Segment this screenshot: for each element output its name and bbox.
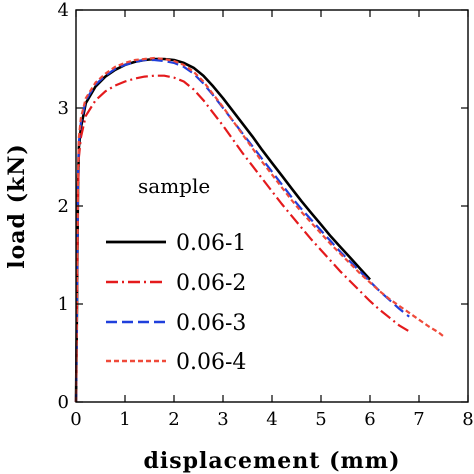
series-line-2 (74, 74, 410, 403)
y-tick-label: 0 (58, 392, 69, 413)
legend-label-4: 0.06-4 (176, 350, 246, 375)
legend-title: sample (138, 174, 210, 198)
series-line-4 (74, 56, 445, 403)
x-tick-label: 3 (217, 409, 228, 430)
ticks-layer: 0 1 2 3 4 5 6 7 8 0 1 2 3 4 (58, 0, 474, 430)
y-tick-label: 2 (58, 196, 69, 217)
x-tick-label: 0 (70, 409, 81, 430)
legend-label-1: 0.06-1 (176, 231, 246, 256)
series-layer (74, 56, 445, 403)
y-tick-label: 1 (58, 294, 69, 315)
x-tick-label: 7 (413, 409, 424, 430)
y-tick-label: 3 (58, 98, 69, 119)
x-tick-label: 2 (168, 409, 179, 430)
x-axis-title: displacement (mm) (144, 448, 401, 474)
x-tick-label: 1 (119, 409, 130, 430)
legend-label-2: 0.06-2 (176, 271, 246, 296)
x-tick-label: 5 (315, 409, 326, 430)
legend-label-3: 0.06-3 (176, 311, 246, 336)
series-line-1 (74, 57, 371, 403)
y-axis-title: load (kN) (4, 143, 30, 269)
plot-frame (75, 9, 469, 403)
x-tick-label: 8 (462, 409, 473, 430)
x-tick-label: 6 (364, 409, 375, 430)
series-line-3 (74, 58, 410, 403)
y-tick-label: 4 (58, 0, 69, 21)
legend: sample 0.06-1 0.06-2 0.06-3 0.06-4 (106, 174, 246, 375)
x-tick-label: 4 (266, 409, 277, 430)
